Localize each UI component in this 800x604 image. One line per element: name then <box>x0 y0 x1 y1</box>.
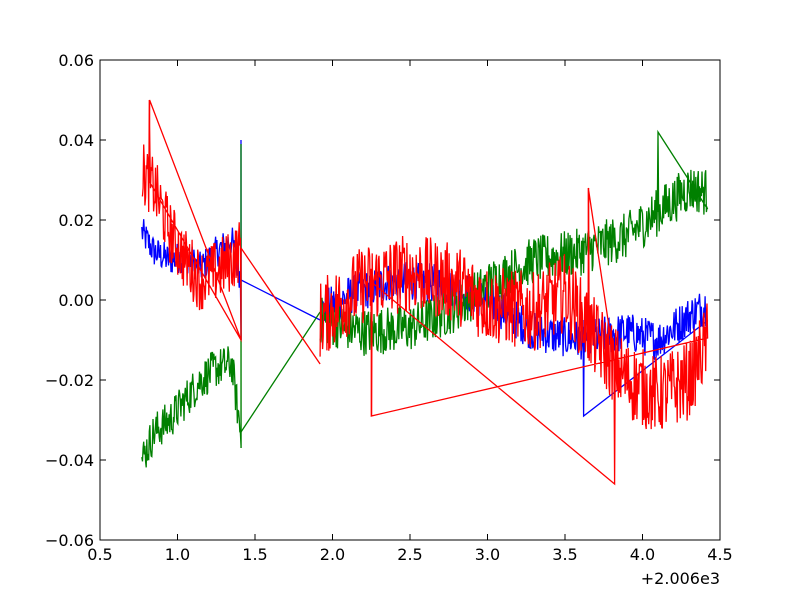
y-tick-label: 0.02 <box>58 211 94 230</box>
x-offset-label: +2.006e3 <box>641 569 720 588</box>
x-tick-label: 3.0 <box>475 545 500 564</box>
y-tick-label: −0.06 <box>45 531 94 550</box>
series-line <box>240 279 321 321</box>
x-tick-label: 2.5 <box>397 545 422 564</box>
series-line <box>141 99 242 343</box>
series-line <box>141 143 242 468</box>
x-tick-label: 4.5 <box>707 545 732 564</box>
x-tick-label: 1.0 <box>165 545 190 564</box>
x-tick-label: 4.0 <box>630 545 655 564</box>
series-line <box>240 247 321 365</box>
y-tick-label: 0.06 <box>58 51 94 70</box>
y-tick-label: 0.04 <box>58 131 94 150</box>
x-tick-label: 0.5 <box>87 545 112 564</box>
y-tick-label: 0.00 <box>58 291 94 310</box>
axis-ticks: 0.5 1.0 1.5 2.0 2.5 3.0 3.5 4.0 4.5 −0.06 −0.04 −0.… <box>45 51 733 564</box>
x-tick-label: 2.0 <box>320 545 345 564</box>
series-layer <box>141 99 709 486</box>
x-tick-label: 3.5 <box>552 545 577 564</box>
series-line <box>240 311 321 433</box>
y-tick-label: −0.04 <box>45 451 94 470</box>
x-tick-label: 1.5 <box>242 545 267 564</box>
series-line <box>319 129 709 356</box>
y-tick-label: −0.02 <box>45 371 94 390</box>
series-line <box>319 187 709 486</box>
